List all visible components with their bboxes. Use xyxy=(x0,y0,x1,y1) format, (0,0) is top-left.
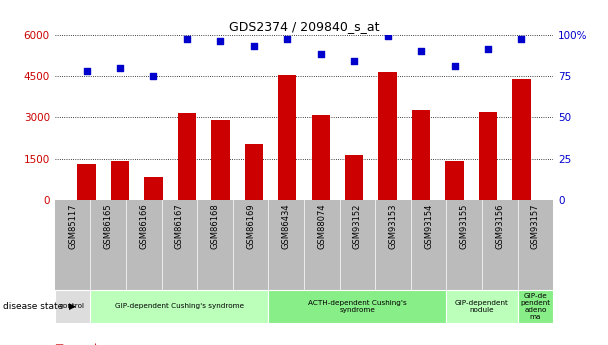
Title: GDS2374 / 209840_s_at: GDS2374 / 209840_s_at xyxy=(229,20,379,33)
Text: ACTH-dependent Cushing's
syndrome: ACTH-dependent Cushing's syndrome xyxy=(308,300,407,313)
Bar xyxy=(144,177,163,200)
Bar xyxy=(512,79,531,200)
Point xyxy=(517,37,527,42)
Bar xyxy=(412,110,430,200)
Bar xyxy=(111,161,130,200)
Point xyxy=(483,47,493,52)
Text: GSM93156: GSM93156 xyxy=(496,204,505,249)
Point xyxy=(350,58,359,64)
Text: ■  count: ■ count xyxy=(55,344,98,345)
Text: GSM86169: GSM86169 xyxy=(246,204,255,249)
Point xyxy=(316,52,326,57)
Text: GSM86166: GSM86166 xyxy=(139,204,148,249)
Text: GSM86167: GSM86167 xyxy=(175,204,184,249)
Text: GIP-dependent
nodule: GIP-dependent nodule xyxy=(455,300,509,313)
Text: GSM86168: GSM86168 xyxy=(210,204,219,249)
Text: GSM93153: GSM93153 xyxy=(389,204,398,249)
Text: GSM88074: GSM88074 xyxy=(317,204,326,249)
Point xyxy=(249,43,258,49)
Text: GSM86434: GSM86434 xyxy=(282,204,291,249)
Bar xyxy=(345,155,364,200)
Point xyxy=(81,68,91,74)
Text: GIP-de
pendent
adeno
ma: GIP-de pendent adeno ma xyxy=(520,293,550,320)
Bar xyxy=(445,161,464,200)
Bar xyxy=(178,113,196,200)
Text: disease state  ▶: disease state ▶ xyxy=(3,302,76,311)
Bar xyxy=(244,144,263,200)
Point xyxy=(416,48,426,54)
Point xyxy=(115,65,125,70)
Bar xyxy=(77,164,96,200)
Bar xyxy=(311,115,330,200)
Text: GSM93152: GSM93152 xyxy=(353,204,362,249)
Point xyxy=(450,63,460,69)
Text: GSM93155: GSM93155 xyxy=(460,204,469,249)
Point xyxy=(383,33,393,39)
Bar xyxy=(211,120,230,200)
Text: GSM85117: GSM85117 xyxy=(68,204,77,249)
Text: GSM93157: GSM93157 xyxy=(531,204,540,249)
Text: GIP-dependent Cushing's syndrome: GIP-dependent Cushing's syndrome xyxy=(115,303,244,309)
Bar xyxy=(378,72,397,200)
Bar xyxy=(478,112,497,200)
Point xyxy=(182,37,192,42)
Point xyxy=(148,73,158,79)
Bar xyxy=(278,75,297,200)
Point xyxy=(282,37,292,42)
Text: GSM86165: GSM86165 xyxy=(103,204,112,249)
Point xyxy=(215,38,225,44)
Text: control: control xyxy=(60,303,85,309)
Text: GSM93154: GSM93154 xyxy=(424,204,433,249)
